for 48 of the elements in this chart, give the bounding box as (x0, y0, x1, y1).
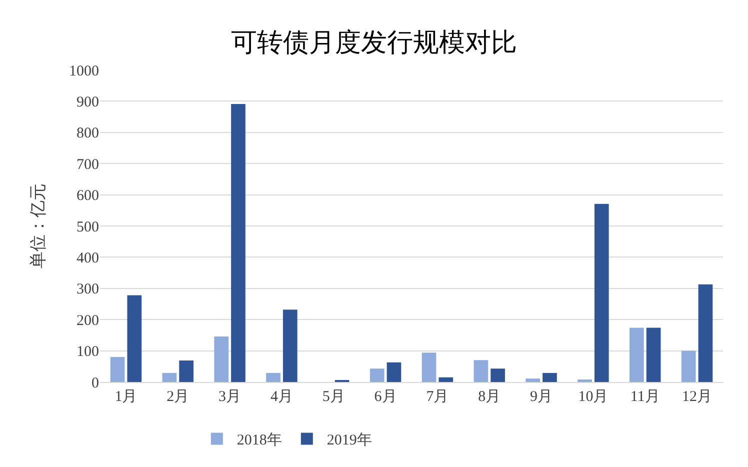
y-tick-label: 100 (76, 344, 99, 360)
x-tick-label: 11月 (630, 389, 660, 405)
bar (438, 377, 454, 382)
x-tick-label: 3月 (218, 389, 242, 405)
x-tick-label: 8月 (478, 389, 501, 405)
y-axis-title: 单位：亿元 (28, 184, 48, 268)
bar (526, 378, 540, 382)
y-tick-label: 1000 (69, 63, 99, 80)
bar (282, 310, 298, 382)
bar (370, 368, 384, 382)
x-tick-label: 4月 (270, 389, 293, 405)
legend-label: 2019年 (326, 432, 372, 449)
x-tick-label: 6月 (374, 389, 397, 405)
bar (422, 352, 436, 382)
y-tick-label: 200 (76, 312, 99, 329)
bar (214, 336, 229, 382)
bar (681, 350, 696, 382)
bar (386, 362, 402, 382)
x-tick-label: 7月 (426, 389, 449, 405)
bar (542, 372, 557, 382)
bar (594, 204, 609, 382)
bar (490, 368, 505, 382)
y-tick-label: 800 (76, 126, 99, 142)
y-tick-label: 400 (76, 250, 99, 266)
bar (179, 360, 194, 382)
x-tick-label: 9月 (530, 389, 553, 405)
chart-title: 可转债月度发行规模对比 (231, 28, 517, 57)
bar (474, 360, 488, 382)
bar (266, 372, 280, 382)
x-tick-label: 12月 (682, 389, 712, 405)
y-tick-label: 500 (76, 219, 99, 236)
y-tick-label: 0 (92, 375, 99, 392)
bar (162, 372, 177, 382)
x-tick-label: 1月 (114, 389, 138, 405)
legend-label: 2018年 (236, 432, 282, 449)
bar (630, 328, 644, 382)
bar (646, 328, 661, 382)
x-tick-label: 5月 (322, 389, 345, 405)
bar (127, 295, 142, 382)
bar (110, 357, 125, 382)
bar (698, 284, 713, 382)
x-tick-label: 2月 (166, 389, 190, 405)
y-tick-label: 300 (76, 282, 99, 298)
y-tick-label: 600 (76, 188, 99, 204)
y-tick-label: 900 (76, 94, 99, 110)
y-tick-label: 700 (76, 156, 99, 173)
bar (231, 104, 246, 382)
x-tick-label: 10月 (578, 389, 608, 405)
